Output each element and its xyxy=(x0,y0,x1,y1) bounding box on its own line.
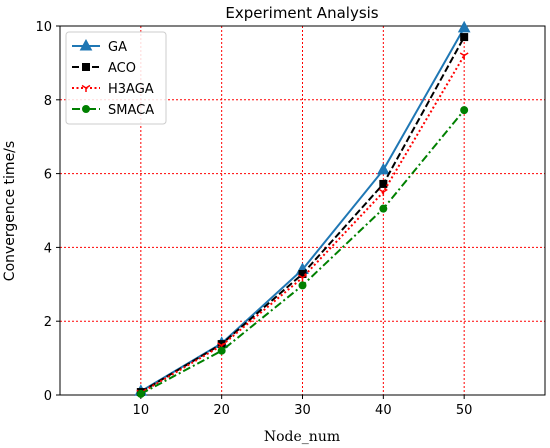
legend-entry-ga: GA xyxy=(72,38,127,55)
data-point-aco xyxy=(379,179,388,188)
chart-title: Experiment Analysis xyxy=(225,4,378,22)
x-tick-label: 40 xyxy=(375,403,392,418)
x-tick-label: 20 xyxy=(213,403,230,418)
legend-marker-smaca xyxy=(82,105,90,113)
data-point-h3aga-stroke xyxy=(378,188,384,193)
data-point-smaca xyxy=(217,346,226,355)
data-point-ga xyxy=(376,162,390,175)
x-tick-label: 50 xyxy=(456,403,473,418)
y-tick-label: 0 xyxy=(44,389,52,404)
legend-marker-h3aga-stroke xyxy=(85,84,91,89)
legend-marker-h3aga-stroke xyxy=(81,84,87,89)
axes-layer: 10 20 30 40 50 0 2 4 6 8 10 xyxy=(35,20,546,418)
data-point-smaca xyxy=(136,389,145,398)
y-tick-label: 10 xyxy=(35,20,52,35)
legend-entry-aco: ACO xyxy=(72,61,136,76)
data-point-h3aga xyxy=(378,188,388,197)
series-layer xyxy=(134,20,471,398)
data-point-h3aga-stroke xyxy=(217,342,223,347)
data-point-h3aga-stroke xyxy=(382,188,388,193)
y-tick-label: 8 xyxy=(44,94,52,109)
x-axis-label: Node_num xyxy=(264,429,340,445)
legend-label-h3aga: H3AGA xyxy=(108,82,154,97)
data-point-ga xyxy=(457,20,471,33)
data-point-smaca xyxy=(379,204,388,213)
data-point-h3aga-stroke xyxy=(459,52,465,57)
legend-marker-ga xyxy=(79,38,93,51)
data-point-aco xyxy=(460,33,469,42)
data-point-h3aga-stroke xyxy=(221,342,227,347)
legend: GA ACO H3AGA SMACA xyxy=(65,31,167,125)
y-axis-label: Convergence time/s xyxy=(2,141,18,281)
legend-entry-h3aga: H3AGA xyxy=(72,82,154,97)
legend-label-aco: ACO xyxy=(108,61,136,76)
data-point-smaca xyxy=(298,281,307,290)
y-tick-label: 6 xyxy=(44,168,52,183)
x-tick-label: 30 xyxy=(294,403,311,418)
data-point-h3aga xyxy=(298,274,307,282)
legend-marker-aco xyxy=(82,63,90,71)
y-tick-label: 4 xyxy=(44,241,52,256)
x-tick-label: 10 xyxy=(133,403,150,418)
series-smaca xyxy=(136,106,469,398)
data-point-h3aga xyxy=(459,52,469,60)
data-point-h3aga-stroke xyxy=(302,274,307,279)
legend-marker-h3aga xyxy=(81,84,91,92)
data-point-smaca xyxy=(460,106,469,115)
data-point-h3aga-stroke xyxy=(463,52,469,57)
legend-box xyxy=(65,31,167,125)
legend-label-smaca: SMACA xyxy=(108,103,154,118)
legend-entry-smaca: SMACA xyxy=(72,103,154,118)
legend-label-ga: GA xyxy=(108,40,127,55)
data-point-h3aga-stroke xyxy=(298,274,303,279)
y-tick-label: 2 xyxy=(44,315,52,330)
